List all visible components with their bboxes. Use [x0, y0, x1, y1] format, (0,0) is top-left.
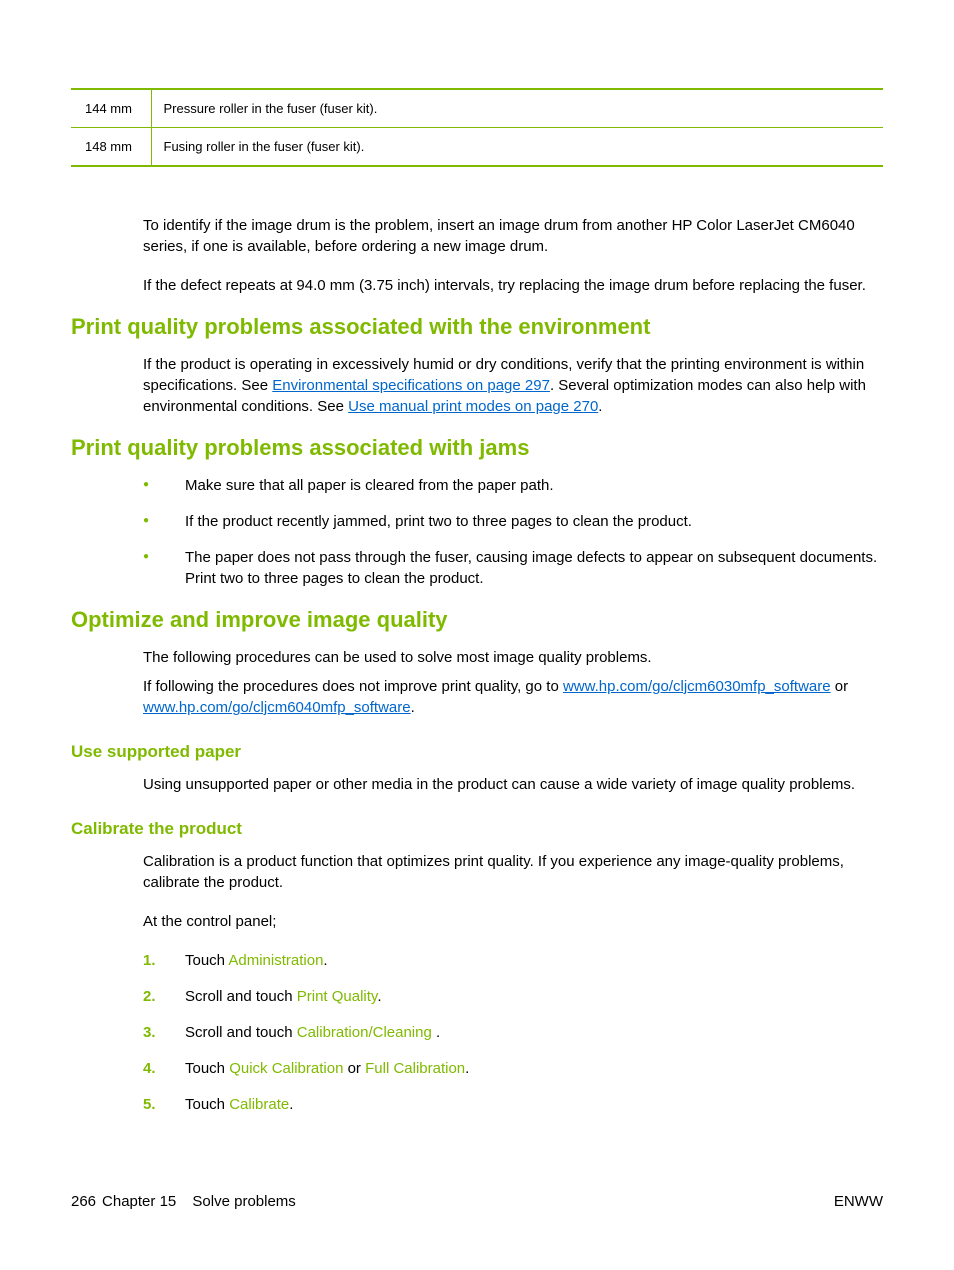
text-segment: or: [831, 678, 849, 695]
list-item: Touch Quick Calibration or Full Calibrat…: [143, 1058, 883, 1079]
page-number: 266: [71, 1193, 96, 1210]
text-segment: Scroll and touch: [185, 1024, 297, 1041]
link-environmental-specs[interactable]: Environmental specifications on page 297: [272, 377, 550, 394]
text-segment: Touch: [185, 952, 228, 969]
intro-paragraph-1: To identify if the image drum is the pro…: [143, 215, 883, 257]
footer-left: 266 Chapter 15 Solve problems: [71, 1193, 296, 1210]
heading-optimize: Optimize and improve image quality: [71, 607, 883, 633]
ui-term: Calibration/Cleaning: [297, 1024, 432, 1041]
list-item: Make sure that all paper is cleared from…: [143, 475, 883, 496]
text-segment: .: [289, 1096, 293, 1113]
ui-term: Full Calibration: [365, 1060, 465, 1077]
text-segment: .: [323, 952, 327, 969]
supported-paper-paragraph: Using unsupported paper or other media i…: [143, 774, 883, 795]
table-cell-measurement: 144 mm: [71, 89, 151, 128]
text-segment: .: [465, 1060, 469, 1077]
ui-term: Quick Calibration: [229, 1060, 343, 1077]
calibrate-paragraph-1: Calibration is a product function that o…: [143, 851, 883, 893]
table-row: 148 mm Fusing roller in the fuser (fuser…: [71, 128, 883, 167]
calibrate-paragraph-2: At the control panel;: [143, 911, 883, 932]
list-item: If the product recently jammed, print tw…: [143, 511, 883, 532]
link-software-6040[interactable]: www.hp.com/go/cljcm6040mfp_software: [143, 699, 411, 716]
environment-paragraph: If the product is operating in excessive…: [143, 354, 883, 417]
heading-calibrate: Calibrate the product: [71, 819, 883, 839]
ui-term: Administration: [228, 952, 323, 969]
list-item: Scroll and touch Print Quality.: [143, 986, 883, 1007]
heading-environment: Print quality problems associated with t…: [71, 314, 883, 340]
intro-paragraph-2: If the defect repeats at 94.0 mm (3.75 i…: [143, 275, 883, 296]
optimize-paragraph-1: The following procedures can be used to …: [143, 647, 883, 668]
footer-right: ENWW: [834, 1193, 883, 1210]
heading-supported-paper: Use supported paper: [71, 742, 883, 762]
table-cell-description: Pressure roller in the fuser (fuser kit)…: [151, 89, 883, 128]
list-item: The paper does not pass through the fuse…: [143, 547, 883, 589]
heading-jams: Print quality problems associated with j…: [71, 435, 883, 461]
optimize-paragraph-2: If following the procedures does not imp…: [143, 676, 883, 718]
text-segment: or: [343, 1060, 365, 1077]
text-segment: .: [432, 1024, 440, 1041]
jams-list: Make sure that all paper is cleared from…: [143, 475, 883, 589]
page-footer: 266 Chapter 15 Solve problems ENWW: [71, 1193, 883, 1210]
ui-term: Calibrate: [229, 1096, 289, 1113]
link-manual-print-modes[interactable]: Use manual print modes on page 270: [348, 398, 598, 415]
list-item: Touch Calibrate.: [143, 1094, 883, 1115]
table-row: 144 mm Pressure roller in the fuser (fus…: [71, 89, 883, 128]
measurement-table: 144 mm Pressure roller in the fuser (fus…: [71, 88, 883, 167]
text-segment: Scroll and touch: [185, 988, 297, 1005]
ui-term: Print Quality: [297, 988, 378, 1005]
text-segment: .: [598, 398, 602, 415]
text-segment: If following the procedures does not imp…: [143, 678, 563, 695]
chapter-label: Chapter 15: [102, 1193, 176, 1210]
text-segment: .: [411, 699, 415, 716]
table-cell-description: Fusing roller in the fuser (fuser kit).: [151, 128, 883, 167]
text-segment: Touch: [185, 1096, 229, 1113]
calibrate-steps: Touch Administration. Scroll and touch P…: [143, 950, 883, 1115]
chapter-title: Solve problems: [192, 1193, 295, 1210]
list-item: Scroll and touch Calibration/Cleaning .: [143, 1022, 883, 1043]
text-segment: .: [377, 988, 381, 1005]
text-segment: Touch: [185, 1060, 229, 1077]
link-software-6030[interactable]: www.hp.com/go/cljcm6030mfp_software: [563, 678, 831, 695]
table-cell-measurement: 148 mm: [71, 128, 151, 167]
list-item: Touch Administration.: [143, 950, 883, 971]
